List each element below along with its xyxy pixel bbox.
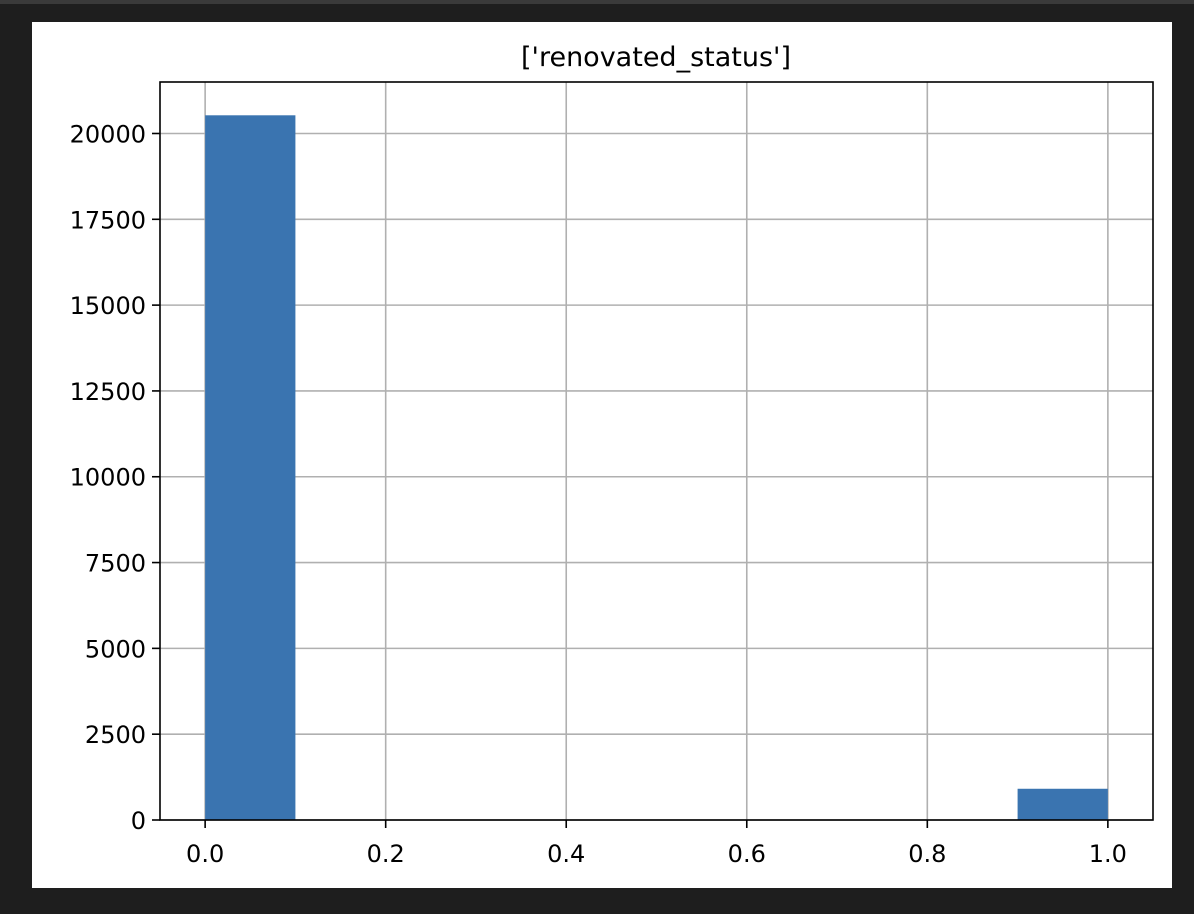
plot-frame <box>159 81 1154 821</box>
histogram-bar <box>205 115 296 820</box>
axes-layer <box>159 81 1154 821</box>
y-tick-label: 0 <box>131 807 146 835</box>
x-tick-label: 0.8 <box>908 840 946 868</box>
y-tick-label: 20000 <box>70 120 146 148</box>
y-tick-label: 12500 <box>70 378 146 406</box>
x-tick-label: 0.6 <box>728 840 766 868</box>
histogram-figure: ['renovated_status'] 0.0 0.2 0.4 0.6 0.8 1.0 0… <box>32 22 1172 888</box>
x-tick-label: 1.0 <box>1089 840 1127 868</box>
y-tick-label: 5000 <box>85 635 146 663</box>
chart-title: ['renovated_status'] <box>521 42 791 73</box>
y-tick-label: 2500 <box>85 721 146 749</box>
x-tick-label: 0.2 <box>367 840 405 868</box>
histogram-bar <box>1017 788 1108 820</box>
x-tick-label: 0.4 <box>547 840 585 868</box>
y-tick-label: 17500 <box>70 206 146 234</box>
y-tick-label: 7500 <box>85 550 146 578</box>
y-tick-label: 15000 <box>70 292 146 320</box>
grid-layer <box>160 82 1153 821</box>
bars-layer <box>205 115 1108 820</box>
y-tick-label: 10000 <box>70 464 146 492</box>
ticks-layer: 0.0 0.2 0.4 0.6 0.8 1.0 0 2500 5000 7500 10000 1250… <box>70 120 1127 868</box>
histogram-chart: ['renovated_status'] 0.0 0.2 0.4 0.6 0.8 1.00… <box>70 42 1154 868</box>
x-tick-label: 0.0 <box>186 840 224 868</box>
cell-top-border <box>0 0 1194 4</box>
